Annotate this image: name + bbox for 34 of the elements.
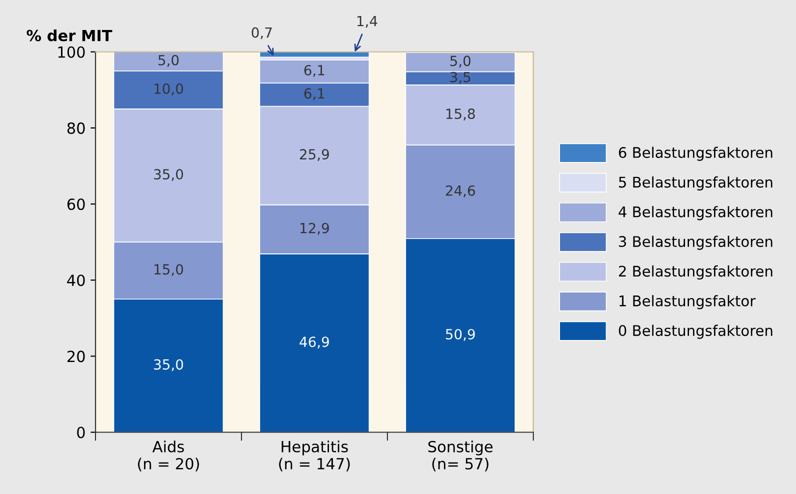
y-tick-label: 20: [67, 350, 85, 362]
data-label: 5,0: [158, 54, 179, 67]
data-label: 3,5: [450, 72, 470, 84]
data-label: 24,6: [446, 185, 475, 198]
data-label: 25,9: [300, 149, 329, 161]
data-label: 6,1: [304, 64, 324, 77]
data-label: 0,7: [252, 27, 272, 40]
legend-label: 3 Belastungsfaktoren: [619, 236, 772, 250]
y-tick-label: 60: [67, 198, 85, 210]
y-tick-label: 100: [58, 46, 85, 58]
data-label: 5,0: [450, 56, 470, 68]
data-label: 1,4: [357, 16, 378, 28]
y-tick-label: 40: [67, 274, 85, 286]
y-tick-label: 80: [67, 122, 85, 134]
y-tick-label: 0: [77, 426, 85, 438]
data-label: 50,9: [446, 328, 475, 341]
legend-label: 2 Belastungsfaktoren: [618, 265, 772, 280]
legend-label: 6 Belastungsfaktoren: [618, 146, 772, 161]
y-axis-title: % der MIT: [26, 29, 112, 42]
x-tick-label: Aids (n = 20): [138, 440, 199, 472]
data-label: 46,9: [300, 336, 329, 348]
legend-label: 1 Belastungsfaktor: [620, 295, 756, 310]
data-label: 6,1: [304, 88, 324, 100]
data-label: 12,9: [300, 222, 329, 235]
legend-label: 0 Belastungsfaktoren: [618, 324, 772, 339]
data-label: 10,0: [154, 83, 184, 96]
x-tick-label: Sonstige (n= 57): [428, 440, 493, 472]
data-label: 15,8: [446, 108, 475, 120]
data-label: 35,0: [154, 169, 184, 181]
legend-label: 5 Belastungsfaktoren: [619, 176, 772, 191]
legend-label: 4 Belastungsfaktoren: [618, 206, 772, 220]
data-label: 15,0: [154, 264, 184, 276]
data-label: 35,0: [154, 359, 184, 372]
x-tick-label: Hepatitis (n = 147): [279, 440, 350, 472]
